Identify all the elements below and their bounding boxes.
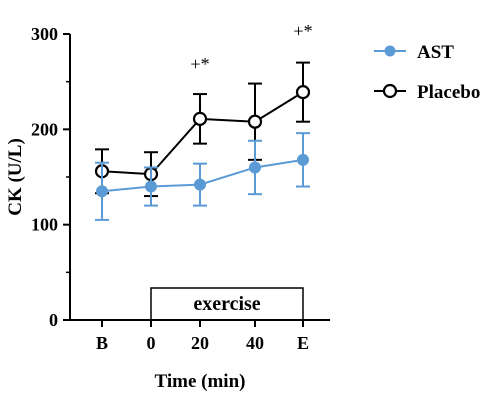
data-point (295, 85, 311, 100)
x-tick-label: E (297, 333, 309, 353)
data-point (192, 111, 208, 126)
y-tick-label: 100 (31, 215, 58, 235)
legend-marker (384, 45, 396, 57)
data-point (297, 153, 309, 166)
y-tick-label: 200 (31, 119, 58, 139)
legend-item-ast: AST (374, 42, 454, 63)
legend-label: Placebo (417, 82, 480, 103)
legend-item-placebo: Placebo (374, 82, 480, 103)
data-point (247, 114, 263, 129)
significance-marker: +* (190, 54, 209, 74)
x-tick-label: B (96, 333, 108, 353)
exercise-box (150, 287, 304, 321)
series-layer (94, 61, 311, 221)
legend: AST Placebo (374, 42, 480, 103)
x-tick-label: 20 (191, 333, 209, 353)
y-tick-label: 300 (31, 24, 58, 44)
data-point (249, 161, 261, 174)
annotations: +* +* (190, 21, 312, 74)
x-tick-label: 40 (246, 333, 264, 353)
legend-marker (382, 83, 398, 99)
x-axis-title: Time (min) (155, 371, 246, 392)
series-ast (95, 132, 310, 221)
exercise-label: exercise (193, 293, 260, 315)
axes: 0 100 200 300 B 0 20 40 E Time (min) CK (U/L) (5, 24, 330, 392)
significance-marker: +* (293, 21, 312, 41)
data-point (145, 180, 157, 193)
data-point (194, 178, 206, 191)
exercise-bracket: exercise (150, 287, 304, 321)
y-axis-title: CK (U/L) (5, 138, 26, 216)
legend-label: AST (417, 42, 454, 63)
x-tick-label: 0 (147, 333, 156, 353)
series-placebo (94, 61, 311, 198)
y-tick-label: 0 (49, 310, 58, 330)
data-point (96, 185, 108, 198)
series-line (101, 91, 304, 176)
